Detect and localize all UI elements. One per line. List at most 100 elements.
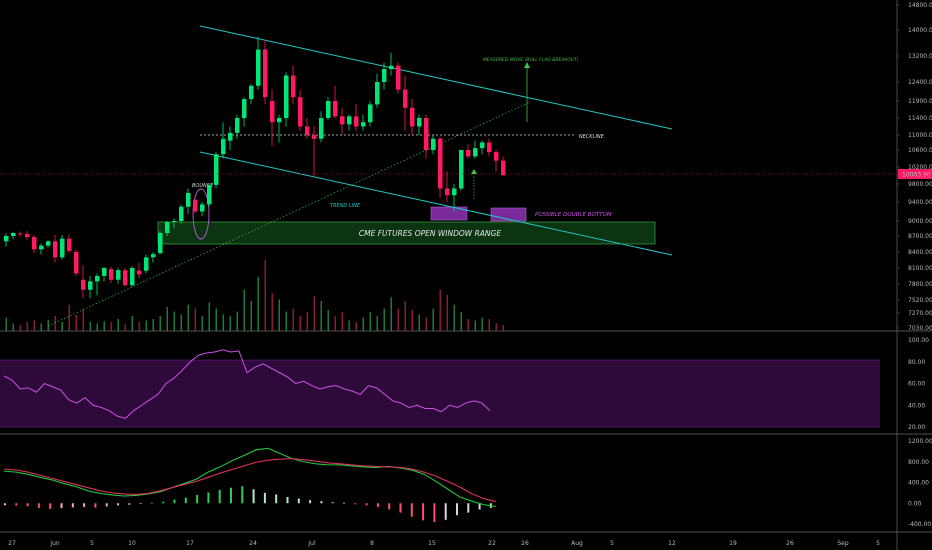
volume-bar: [12, 323, 14, 331]
candle-body[interactable]: [403, 89, 408, 108]
candle-body[interactable]: [46, 241, 51, 246]
price-axis[interactable]: 14800.00 14000.00 13200.00 12400.00 11900.00…: [897, 2, 932, 332]
price-tick-label: 7520.00: [908, 297, 932, 304]
candle-body[interactable]: [291, 75, 296, 98]
candle-body[interactable]: [200, 204, 205, 212]
candle-body[interactable]: [459, 150, 464, 189]
candle-body[interactable]: [256, 49, 261, 86]
candle-body[interactable]: [242, 99, 247, 118]
candle-body[interactable]: [123, 270, 128, 286]
candle-body[interactable]: [53, 241, 58, 258]
candle-body[interactable]: [109, 269, 114, 280]
candle-body[interactable]: [382, 69, 387, 82]
candle-body[interactable]: [165, 222, 170, 233]
candle-body[interactable]: [326, 101, 331, 118]
date-axis[interactable]: 27 Jun 5 10 17 24 Jul 8 15 22 26 Aug 5 12 19 26 Sep 5: [8, 540, 880, 547]
candle-body[interactable]: [81, 279, 86, 290]
macd-pane[interactable]: [3, 447, 497, 522]
candle-body[interactable]: [137, 270, 142, 275]
volume-bar: [110, 322, 112, 331]
histogram-bar: [196, 494, 199, 504]
price-tick-label: 7270.00: [908, 310, 932, 317]
candle-body[interactable]: [95, 276, 100, 282]
candle-body[interactable]: [18, 233, 23, 235]
candle-body[interactable]: [214, 154, 219, 185]
volume-bar: [264, 259, 266, 331]
candle-body[interactable]: [172, 221, 177, 222]
candle-body[interactable]: [67, 238, 72, 251]
candle-body[interactable]: [445, 188, 450, 196]
candle-body[interactable]: [277, 118, 282, 123]
candle-body[interactable]: [368, 104, 373, 123]
candle-body[interactable]: [88, 281, 93, 290]
candle-body[interactable]: [417, 118, 422, 127]
volume-bar: [145, 320, 147, 331]
histogram-bar: [320, 501, 323, 504]
volume-bar: [222, 314, 224, 331]
candle-body[interactable]: [298, 97, 303, 127]
candle-body[interactable]: [207, 184, 212, 205]
candle-body[interactable]: [480, 142, 485, 149]
candle-body[interactable]: [396, 65, 401, 90]
candle-body[interactable]: [4, 236, 9, 242]
channel-lines[interactable]: [47, 25, 673, 327]
candle-body[interactable]: [431, 138, 436, 150]
candle-body[interactable]: [193, 199, 198, 212]
candle-body[interactable]: [452, 188, 457, 196]
candle-body[interactable]: [270, 101, 275, 123]
volume-bar: [131, 316, 133, 331]
volume-bar: [362, 317, 364, 331]
candle-body[interactable]: [102, 268, 107, 276]
trend-line-dotted: [47, 101, 531, 327]
candle-body[interactable]: [438, 138, 443, 189]
candle-body[interactable]: [25, 234, 30, 238]
candle-body[interactable]: [221, 138, 226, 155]
candle-body[interactable]: [410, 107, 415, 127]
candle-body[interactable]: [305, 126, 310, 136]
candle-body[interactable]: [389, 65, 394, 69]
histogram-bar: [410, 503, 413, 517]
candle-body[interactable]: [354, 116, 359, 127]
candle-body[interactable]: [228, 132, 233, 141]
price-pane[interactable]: CME FUTURES OPEN WINDOW RANGE POSSIBLE D…: [0, 25, 897, 331]
candle-body[interactable]: [424, 118, 429, 150]
candle-body[interactable]: [130, 268, 135, 286]
last-price-text: 10003.90: [902, 172, 931, 179]
candle-body[interactable]: [263, 49, 268, 98]
candle-body[interactable]: [361, 122, 366, 127]
candle-body[interactable]: [39, 245, 44, 250]
rsi-pane[interactable]: [0, 349, 880, 428]
histogram-bar: [94, 503, 97, 508]
candle-body[interactable]: [501, 160, 506, 176]
candle-body[interactable]: [249, 85, 254, 100]
candle-body[interactable]: [151, 254, 156, 258]
candle-body[interactable]: [60, 238, 65, 258]
candle-body[interactable]: [473, 148, 478, 157]
volume-bar: [467, 319, 469, 331]
candle-body[interactable]: [466, 150, 471, 157]
candle-body[interactable]: [74, 252, 79, 274]
candle-body[interactable]: [487, 142, 492, 153]
candle-body[interactable]: [144, 257, 149, 271]
candle-body[interactable]: [235, 118, 240, 133]
candle-body[interactable]: [186, 193, 191, 207]
volume-bar: [432, 308, 434, 331]
candle-body[interactable]: [158, 233, 163, 254]
histogram-bar: [60, 503, 63, 509]
volume-bar: [474, 320, 476, 331]
candle-body[interactable]: [333, 101, 338, 117]
candle-body[interactable]: [494, 152, 499, 161]
candle-body[interactable]: [319, 118, 324, 139]
candle-body[interactable]: [116, 270, 121, 280]
candle-body[interactable]: [340, 116, 345, 125]
histogram-bar: [376, 503, 379, 507]
candle-body[interactable]: [32, 237, 37, 250]
candle-body[interactable]: [347, 116, 352, 125]
candle-body[interactable]: [11, 233, 16, 236]
candle-body[interactable]: [179, 206, 184, 221]
candle-body[interactable]: [312, 135, 317, 139]
candle-body[interactable]: [375, 82, 380, 105]
volume-bar: [138, 322, 140, 331]
candle-body[interactable]: [284, 75, 289, 119]
